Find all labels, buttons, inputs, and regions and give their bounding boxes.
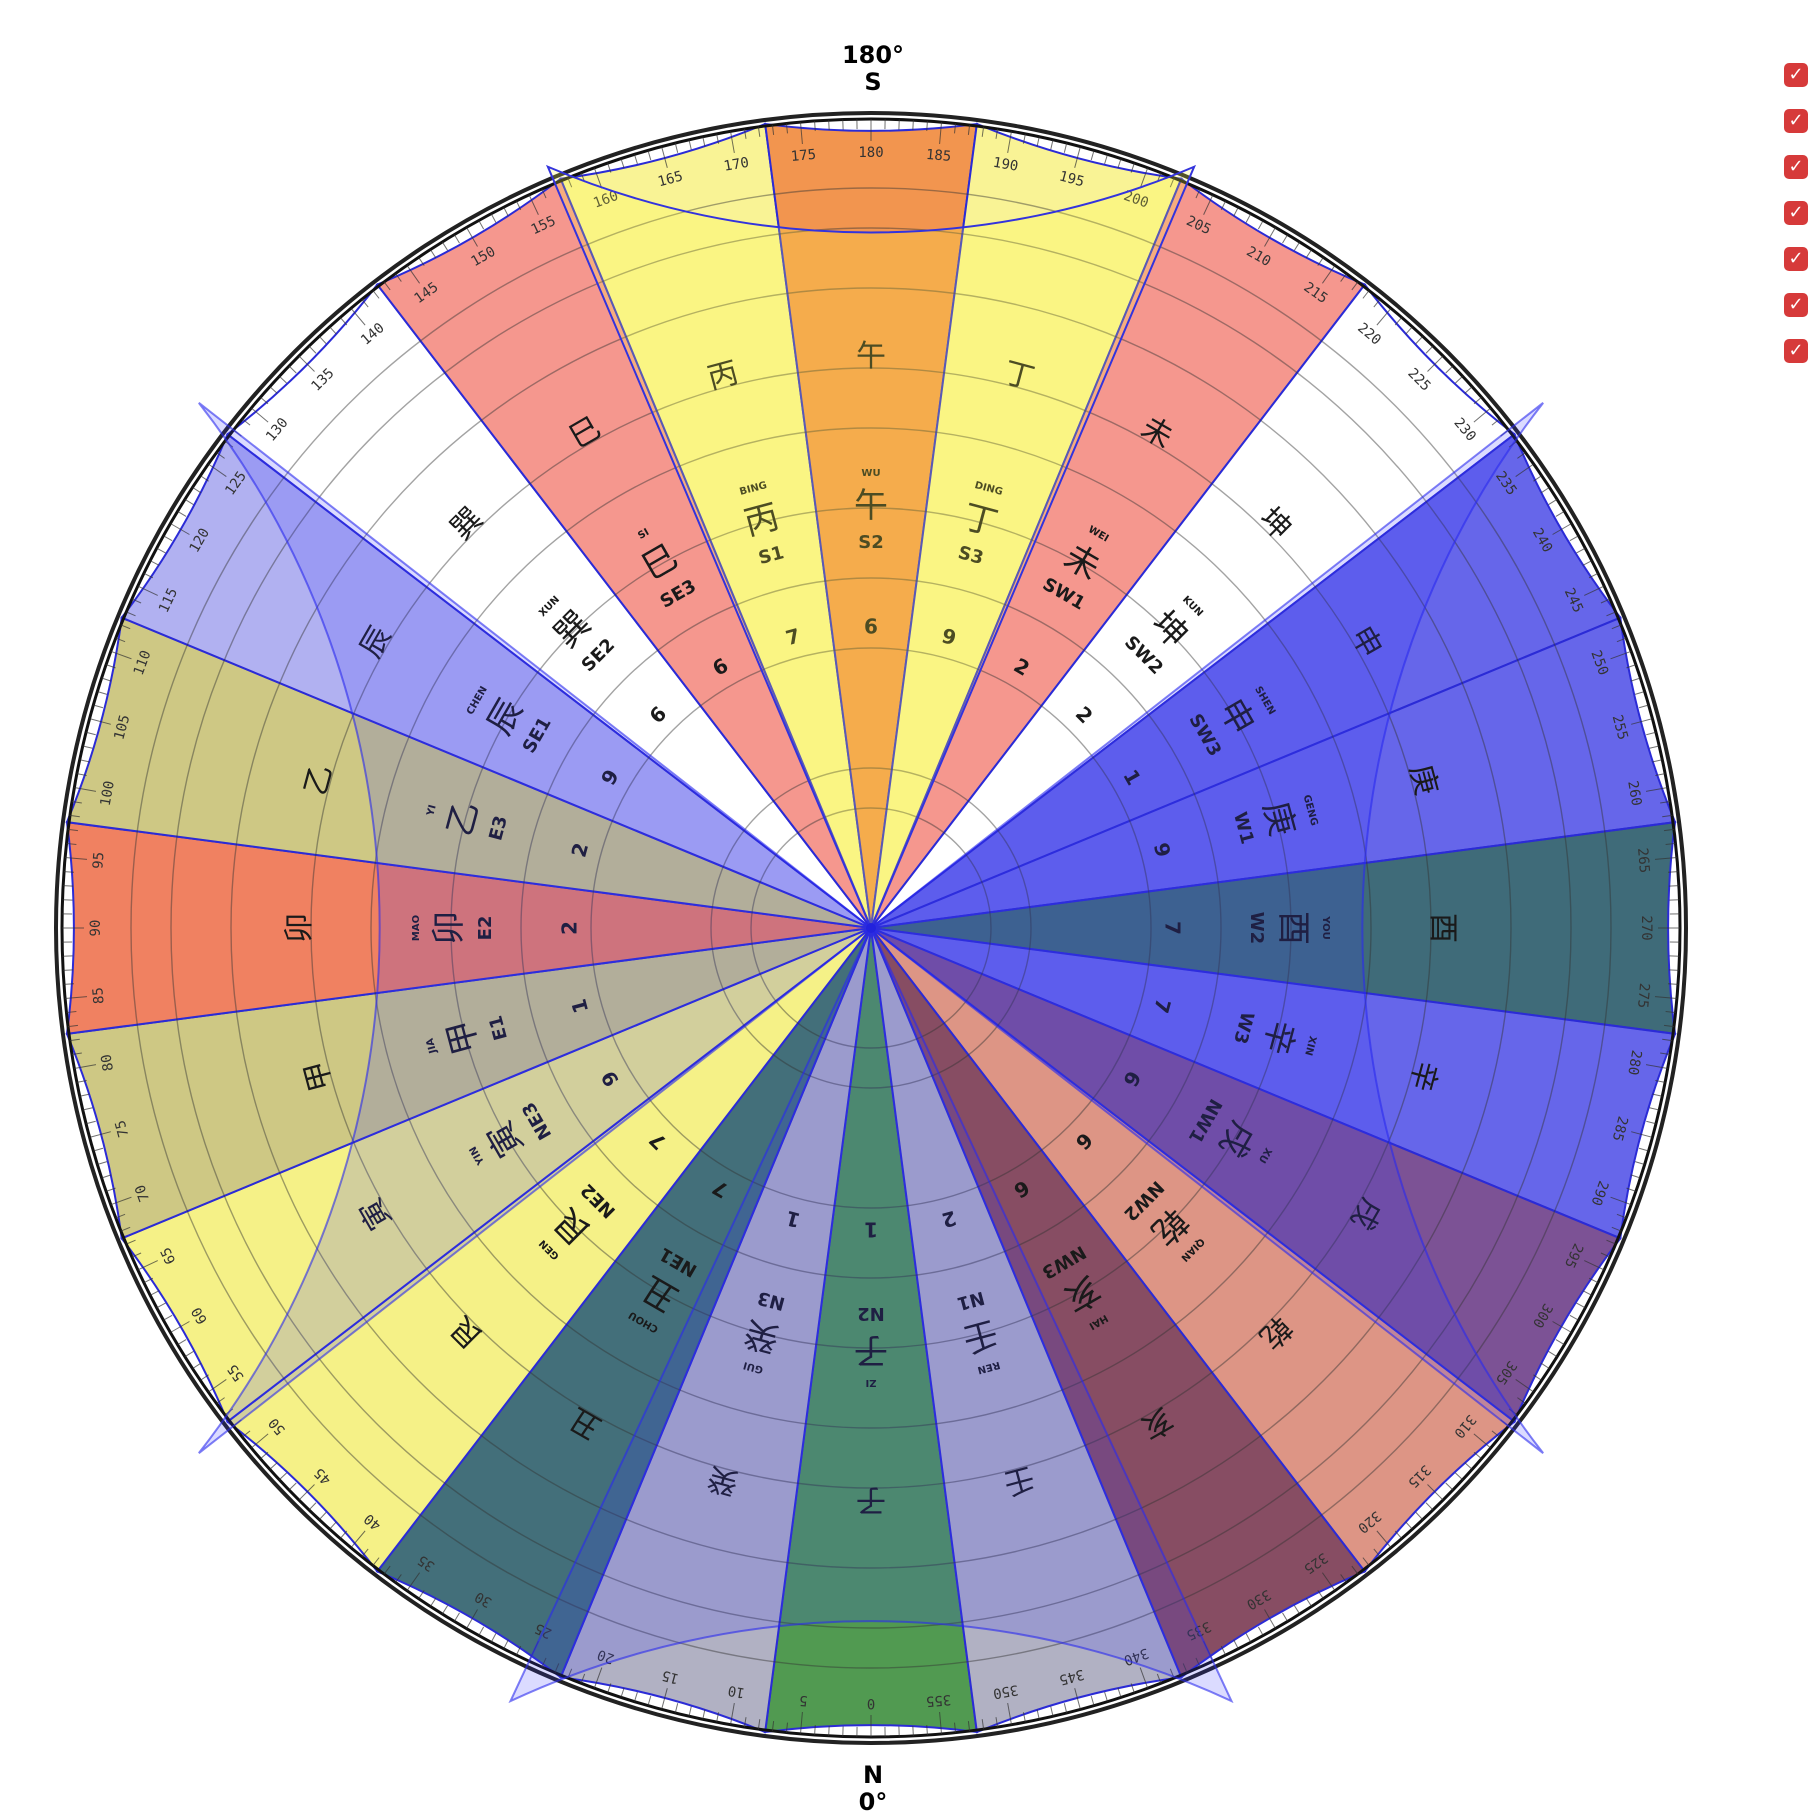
degree-tick xyxy=(927,121,928,131)
degree-label: 10 xyxy=(727,1682,746,1701)
degree-tick xyxy=(63,886,73,887)
degree-tick xyxy=(829,1726,830,1736)
degree-tick xyxy=(815,121,816,131)
degree-label: 5 xyxy=(799,1692,809,1709)
degree-label: 85 xyxy=(90,986,107,1004)
layer-checkbox-4[interactable]: ✓ xyxy=(1784,201,1808,225)
degree-tick xyxy=(1669,970,1679,971)
degree-label: 185 xyxy=(925,147,952,165)
degree-tick xyxy=(64,984,74,985)
degree-label: 180 xyxy=(858,145,883,161)
degree-tick xyxy=(1669,886,1679,887)
degree-label: 95 xyxy=(90,851,107,869)
degree-tick xyxy=(927,1725,928,1735)
outer-mountain-char: 卯 xyxy=(282,913,317,943)
degree-label: 265 xyxy=(1634,847,1652,874)
outer-mountain-char: 酉 xyxy=(1425,913,1460,943)
layer-checkbox-6[interactable]: ✓ xyxy=(1784,293,1808,317)
degree-label: 355 xyxy=(925,1691,952,1709)
degree-label: 270 xyxy=(1638,915,1654,940)
layer-checkbox-5[interactable]: ✓ xyxy=(1784,247,1808,271)
degree-tick xyxy=(64,872,74,873)
degree-tick xyxy=(913,120,914,130)
degree-label: 175 xyxy=(790,147,817,165)
center-point xyxy=(866,923,876,933)
degree-tick xyxy=(815,1725,816,1735)
layer-checkbox-7[interactable]: ✓ xyxy=(1784,339,1808,363)
layer-checkbox-list: ✓ ✓ ✓ ✓ ✓ ✓ ✓ xyxy=(1784,63,1812,385)
north-letter: N xyxy=(803,1762,943,1789)
degree-label: 90 xyxy=(88,920,104,937)
degree-label: 80 xyxy=(98,1053,117,1072)
degree-tick xyxy=(913,1726,914,1736)
degree-label: 275 xyxy=(1634,982,1652,1009)
layer-checkbox-2[interactable]: ✓ xyxy=(1784,109,1808,133)
degree-tick xyxy=(1668,984,1678,985)
degree-tick xyxy=(829,120,830,130)
layer-checkbox-1[interactable]: ✓ xyxy=(1784,63,1808,87)
degree-tick xyxy=(63,970,73,971)
north-degree: 0° xyxy=(803,1789,943,1816)
layer-checkbox-3[interactable]: ✓ xyxy=(1784,155,1808,179)
degree-tick xyxy=(1668,872,1678,873)
north-label: N 0° xyxy=(803,1762,943,1816)
degree-label: 0 xyxy=(867,1695,875,1711)
